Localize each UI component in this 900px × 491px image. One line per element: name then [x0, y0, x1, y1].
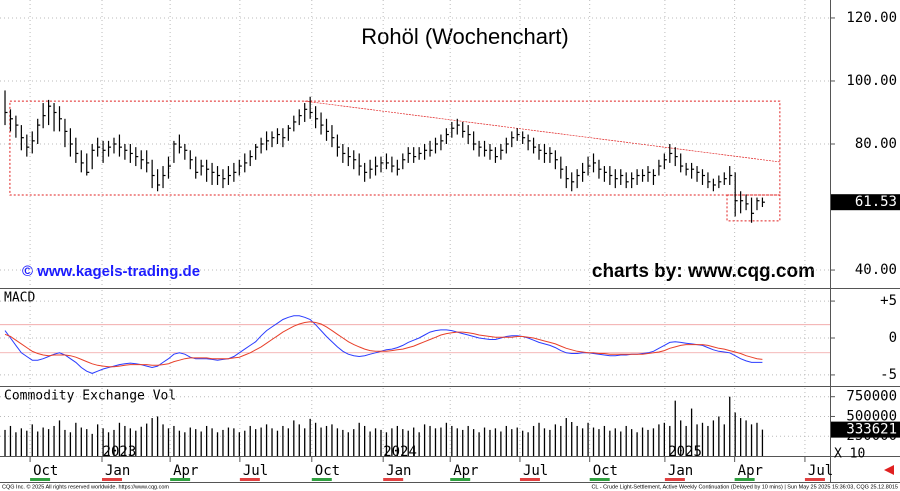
x-tick-label: Jan — [105, 463, 130, 479]
x-tick-label: Oct — [33, 463, 58, 479]
x-tick-label: Jul — [808, 463, 833, 479]
last-volume-label: 333621 — [846, 422, 897, 438]
time-bar — [170, 478, 191, 481]
x-tick-label: Apr — [738, 463, 763, 479]
chart-title: Rohöl (Wochenchart) — [361, 24, 568, 49]
footer-right: CL - Crude Light-Settlement, Active Week… — [591, 484, 898, 490]
last-price-label: 61.53 — [855, 194, 897, 210]
annotation-box — [726, 194, 781, 222]
y-tick-label: +5 — [880, 293, 897, 309]
source-note: charts by: www.cqg.com — [592, 261, 815, 282]
x-tick-label: Jan — [668, 463, 693, 479]
y-tick-label: 500000 — [846, 408, 897, 424]
x-tick-label: Oct — [593, 463, 618, 479]
x-tick-label: Apr — [453, 463, 478, 479]
volume-title: Commodity Exchange Vol — [4, 389, 176, 404]
last-volume-box — [831, 421, 900, 438]
y-tick-label: 80.00 — [855, 136, 897, 152]
time-bar — [804, 478, 825, 481]
year-label: 2024 — [383, 444, 417, 460]
volume-unit: X 10 — [834, 447, 865, 462]
time-bar — [664, 478, 685, 481]
time-bar — [519, 478, 540, 481]
year-label: 2025 — [668, 444, 702, 460]
annotation-box — [9, 100, 781, 196]
y-tick-label: 0 — [889, 330, 897, 346]
time-bar — [311, 478, 332, 481]
macd-title: MACD — [4, 291, 35, 306]
y-tick-label: 120.00 — [846, 10, 897, 26]
x-tick-label: Jul — [523, 463, 548, 479]
y-tick-label: 40.00 — [855, 262, 897, 278]
x-tick-label: Oct — [315, 463, 340, 479]
y-tick-label: -5 — [880, 367, 897, 383]
time-bar — [102, 478, 123, 481]
time-bar — [589, 478, 610, 481]
y-tick-label: 100.00 — [846, 73, 897, 89]
x-tick-label: Jan — [386, 463, 411, 479]
scroll-arrow[interactable] — [884, 465, 894, 475]
time-bar — [734, 478, 755, 481]
x-tick-label: Apr — [173, 463, 198, 479]
trend-line — [304, 100, 780, 163]
y-tick-label: 750000 — [846, 389, 897, 405]
time-bar — [239, 478, 260, 481]
x-tick-label: Jul — [243, 463, 268, 479]
footer-left: CQG Inc. © 2025 All rights reserved worl… — [2, 483, 169, 490]
copyright-note: © www.kagels-trading.de — [22, 263, 200, 280]
last-price-box — [831, 194, 900, 211]
time-bar — [450, 478, 471, 481]
time-bar — [383, 478, 404, 481]
macd-line — [4, 321, 763, 368]
time-bar — [30, 478, 51, 481]
